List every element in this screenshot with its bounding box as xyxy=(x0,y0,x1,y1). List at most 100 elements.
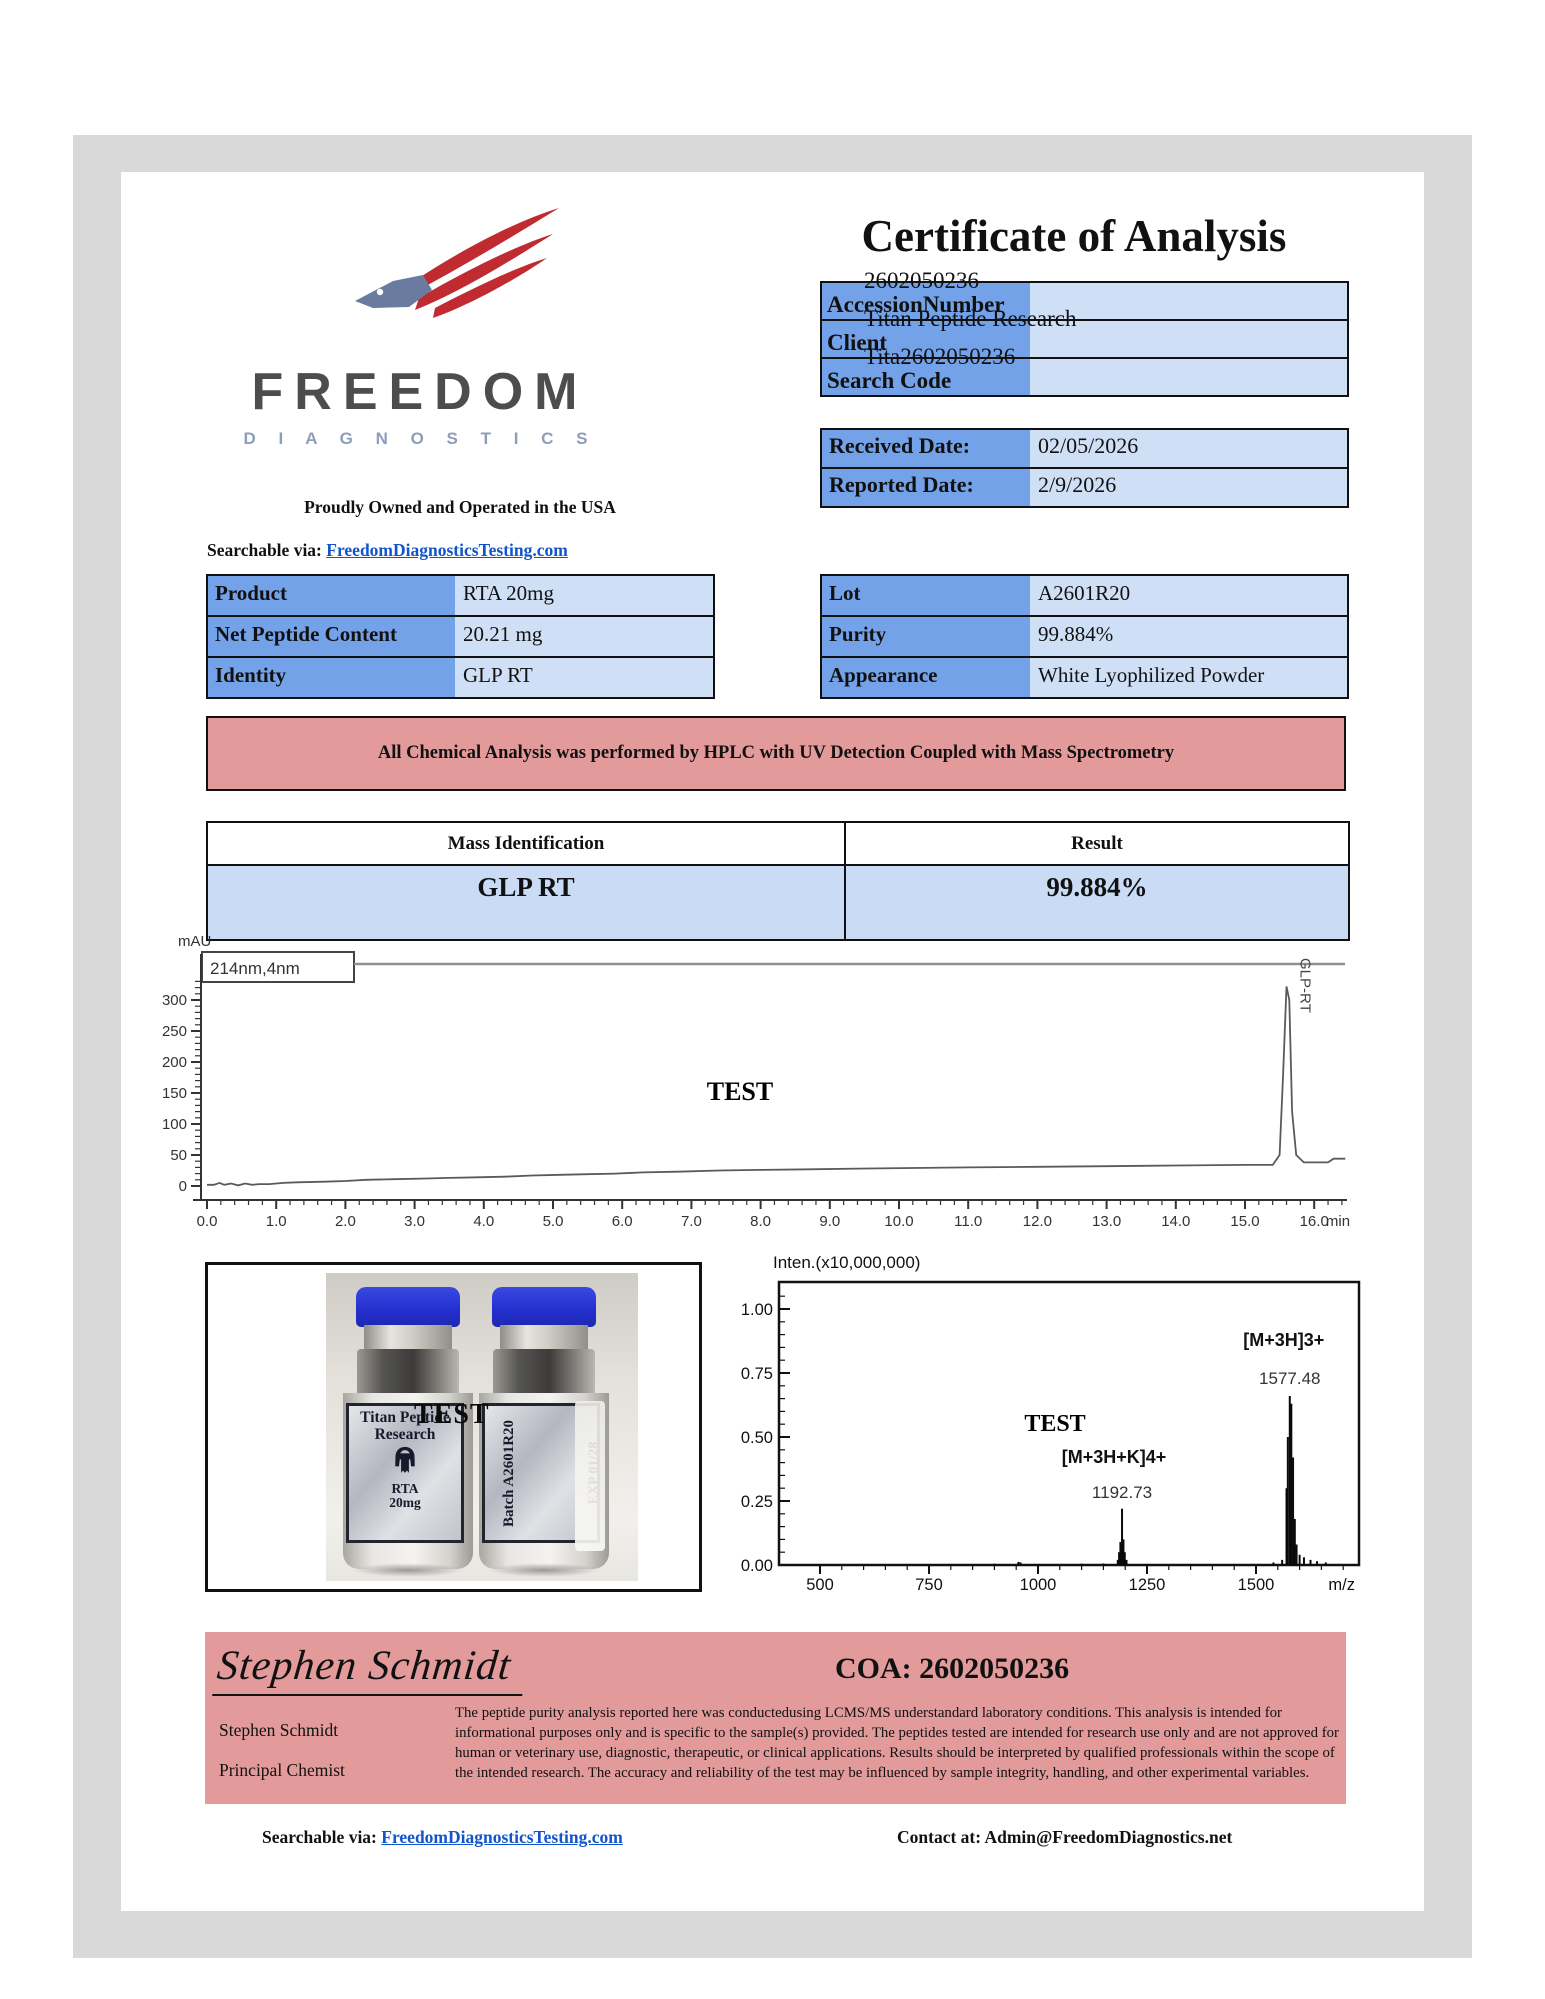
client-label: Client xyxy=(827,330,888,355)
search-code-label: Search Code xyxy=(827,368,952,393)
footer-contact: Contact at: Admin@FreedomDiagnostics.net xyxy=(897,1827,1233,1847)
identity-value: GLP RT xyxy=(455,658,713,697)
table-row: Product RTA 20mg xyxy=(208,576,713,615)
batch-number: Batch A2601R20 xyxy=(501,1419,518,1527)
freedom-eagle-logo-icon xyxy=(355,208,559,318)
searchable-link[interactable]: FreedomDiagnosticsTesting.com xyxy=(326,540,568,560)
svg-text:3.0: 3.0 xyxy=(404,1213,425,1230)
table-row: Received Date: 02/05/2026 xyxy=(822,430,1347,467)
lot-table: Lot A2601R20 Purity 99.884% Appearance W… xyxy=(820,574,1349,699)
vial-label-front: Titan Peptide Research RTA 20mg xyxy=(346,1403,464,1543)
svg-text:1192.73: 1192.73 xyxy=(1092,1483,1152,1502)
identity-label: Identity xyxy=(208,658,455,697)
accession-table: 2602050236 AccessionNumber Titan Peptide… xyxy=(820,268,1349,397)
table-row: Lot A2601R20 xyxy=(822,576,1347,615)
received-date-value: 02/05/2026 xyxy=(1030,430,1347,467)
vial-cap xyxy=(492,1287,596,1327)
lyophilized-powder xyxy=(575,1401,605,1551)
footer-searchable: Searchable via: FreedomDiagnosticsTestin… xyxy=(262,1827,623,1848)
vial-front: Titan Peptide Research RTA 20mg xyxy=(342,1287,474,1577)
svg-text:0.0: 0.0 xyxy=(197,1213,218,1230)
vial-back: Batch A2601R20 EXP 01/28 xyxy=(478,1287,610,1577)
svg-text:12.0: 12.0 xyxy=(1023,1213,1052,1230)
svg-text:TEST: TEST xyxy=(707,1077,774,1106)
product-value: RTA 20mg xyxy=(455,576,713,615)
searchable-line: Searchable via: FreedomDiagnosticsTestin… xyxy=(207,540,568,561)
svg-text:15.0: 15.0 xyxy=(1230,1213,1259,1230)
svg-text:[M+3H]3+: [M+3H]3+ xyxy=(1243,1330,1324,1350)
table-row: Titan Peptide Research Client xyxy=(822,306,1347,357)
svg-text:8.0: 8.0 xyxy=(750,1213,771,1230)
signer-title: Principal Chemist xyxy=(219,1760,345,1780)
svg-text:4.0: 4.0 xyxy=(473,1213,494,1230)
vial-collar xyxy=(364,1325,452,1349)
mass-id-value: GLP RT xyxy=(208,866,846,939)
brand-line1: Titan Peptide xyxy=(360,1409,450,1426)
brand-line2: Research xyxy=(374,1426,436,1443)
svg-text:min: min xyxy=(1326,1213,1350,1230)
table-row: Identity GLP RT xyxy=(208,656,713,697)
method-banner: All Chemical Analysis was performed by H… xyxy=(206,716,1346,791)
searchable-label: Searchable via: xyxy=(207,540,322,560)
svg-text:100: 100 xyxy=(162,1116,187,1133)
purity-label: Purity xyxy=(822,617,1030,656)
svg-text:1500: 1500 xyxy=(1238,1576,1275,1594)
svg-text:1.0: 1.0 xyxy=(266,1213,287,1230)
table-row: Tita2602050236 Search Code xyxy=(822,344,1347,395)
table-row: Purity 99.884% xyxy=(822,615,1347,656)
svg-text:200: 200 xyxy=(162,1054,187,1071)
client-value: Titan Peptide Research xyxy=(864,306,1077,331)
accession-number-label: AccessionNumber xyxy=(827,292,1005,317)
svg-text:6.0: 6.0 xyxy=(612,1213,633,1230)
svg-text:m/z: m/z xyxy=(1328,1576,1355,1594)
proudly-owned-text: Proudly Owned and Operated in the USA xyxy=(304,497,616,517)
purity-value: 99.884% xyxy=(1030,617,1347,656)
svg-text:10.0: 10.0 xyxy=(884,1213,913,1230)
svg-text:0.00: 0.00 xyxy=(741,1557,773,1575)
vial-cap xyxy=(356,1287,460,1327)
svg-text:150: 150 xyxy=(162,1085,187,1102)
received-date-label: Received Date: xyxy=(822,430,1030,467)
lot-label: Lot xyxy=(822,576,1030,615)
footer-searchable-label: Searchable via: xyxy=(262,1827,377,1847)
signature-script: Stephen Schmidt xyxy=(212,1642,528,1696)
svg-text:0.50: 0.50 xyxy=(741,1429,773,1447)
footer-searchable-link[interactable]: FreedomDiagnosticsTesting.com xyxy=(381,1827,623,1847)
appearance-label: Appearance xyxy=(822,658,1030,697)
svg-text:0.25: 0.25 xyxy=(741,1493,773,1511)
appearance-value: White Lyophilized Powder xyxy=(1030,658,1347,697)
svg-text:Inten.(x10,000,000): Inten.(x10,000,000) xyxy=(773,1253,920,1272)
svg-text:0: 0 xyxy=(179,1178,187,1195)
svg-text:250: 250 xyxy=(162,1023,187,1040)
table-row: Net Peptide Content 20.21 mg xyxy=(208,615,713,656)
svg-text:1577.48: 1577.48 xyxy=(1259,1369,1320,1388)
svg-text:0.75: 0.75 xyxy=(741,1365,773,1383)
lot-value: A2601R20 xyxy=(1030,576,1347,615)
vial-body: Batch A2601R20 EXP 01/28 xyxy=(479,1393,609,1569)
vial-photo: Titan Peptide Research RTA 20mg xyxy=(326,1273,638,1581)
reported-date-value: 2/9/2026 xyxy=(1030,469,1347,506)
svg-text:11.0: 11.0 xyxy=(954,1213,982,1230)
product-label: Product xyxy=(208,576,455,615)
product-code: RTA xyxy=(391,1481,419,1496)
svg-text:7.0: 7.0 xyxy=(681,1213,702,1230)
svg-text:1000: 1000 xyxy=(1020,1576,1057,1594)
mass-spectrum: Inten.(x10,000,000) 0.00 0.25 0.50 0.75 1.00 5… xyxy=(741,1253,1361,1594)
net-peptide-value: 20.21 mg xyxy=(455,617,713,656)
net-peptide-label: Net Peptide Content xyxy=(208,617,455,656)
table-row: 2602050236 AccessionNumber xyxy=(822,268,1347,319)
svg-text:214nm,4nm: 214nm,4nm xyxy=(210,959,300,978)
svg-text:2.0: 2.0 xyxy=(335,1213,356,1230)
signature-block xyxy=(205,1632,1346,1804)
table-row: Reported Date: 2/9/2026 xyxy=(822,467,1347,506)
page-title: Certificate of Analysis xyxy=(861,211,1287,261)
accession-number-value: 2602050236 xyxy=(864,268,979,293)
svg-text:300: 300 xyxy=(162,992,187,1009)
svg-text:13.0: 13.0 xyxy=(1092,1213,1121,1230)
vial-stopper xyxy=(493,1349,595,1397)
vial-shadow xyxy=(352,1563,464,1577)
dates-table: Received Date: 02/05/2026 Reported Date:… xyxy=(820,428,1349,508)
svg-text:mAU: mAU xyxy=(178,933,211,950)
spartan-helmet-icon xyxy=(395,1446,415,1473)
svg-text:[M+3H+K]4+: [M+3H+K]4+ xyxy=(1062,1447,1167,1467)
